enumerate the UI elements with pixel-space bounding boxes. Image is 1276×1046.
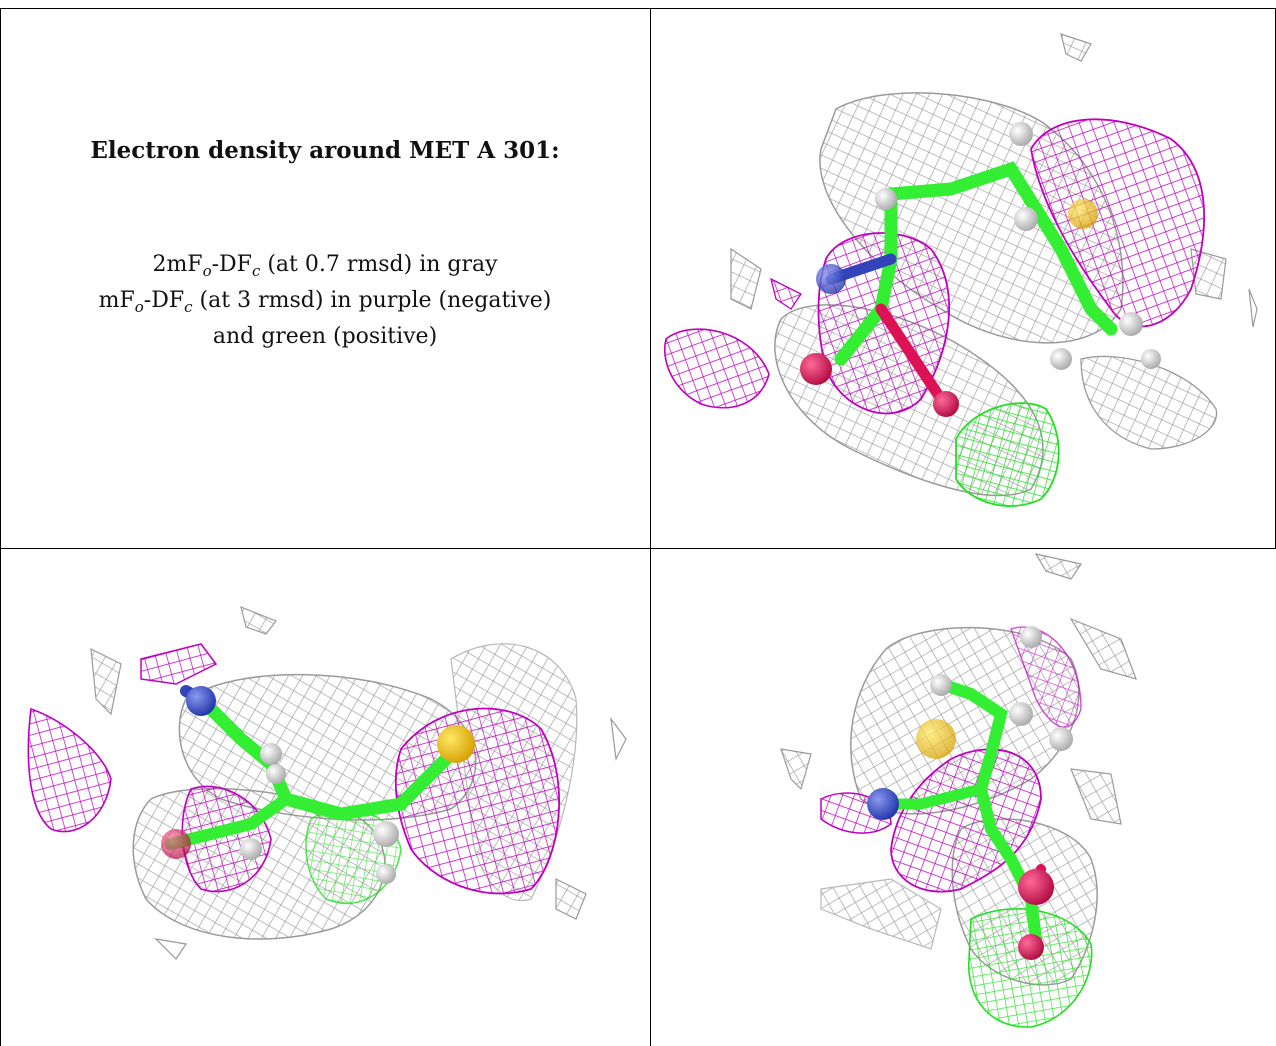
hydrogen-atom bbox=[1119, 312, 1143, 336]
oxygen-atom bbox=[800, 353, 832, 385]
hydrogen-atom bbox=[266, 764, 286, 784]
caption-text: mF bbox=[98, 288, 135, 313]
purple-negative-mesh bbox=[27, 643, 561, 895]
caption-title: Electron density around MET A 301: bbox=[90, 137, 560, 164]
hydrogen-atom bbox=[260, 743, 282, 765]
oxygen-atom bbox=[161, 829, 191, 859]
oxygen-atom bbox=[1018, 934, 1044, 960]
sulfur-atom bbox=[437, 725, 475, 763]
methionine-stick-model bbox=[800, 122, 1161, 417]
caption-line-gray-map: 2mFo-DFc (at 0.7 rmsd) in gray bbox=[0, 247, 650, 289]
nitrogen-atom bbox=[816, 264, 846, 294]
caption-text: -DF bbox=[143, 288, 185, 313]
table-divider-horizontal bbox=[0, 548, 1276, 549]
hydrogen-atom bbox=[373, 821, 399, 847]
hydrogen-atom bbox=[1009, 122, 1033, 146]
table-border-left bbox=[0, 8, 1, 1046]
sulfur-atom bbox=[1068, 199, 1098, 229]
green-positive-mesh bbox=[955, 402, 1060, 507]
density-render bbox=[664, 33, 1258, 507]
subscript: c bbox=[184, 298, 193, 316]
hydrogen-atom bbox=[875, 188, 897, 210]
caption-text: (at 0.7 rmsd) in gray bbox=[260, 252, 498, 277]
caption-text: 2mF bbox=[152, 252, 203, 277]
hydrogen-atom bbox=[1141, 349, 1161, 369]
table-divider-vertical bbox=[650, 8, 651, 1046]
density-render bbox=[27, 606, 627, 960]
hydrogen-atom bbox=[1050, 348, 1072, 370]
hydrogen-atom bbox=[1020, 626, 1042, 648]
density-render bbox=[780, 553, 1137, 1028]
hydrogen-atom bbox=[930, 674, 952, 696]
methionine-stick-model bbox=[867, 626, 1073, 960]
subscript: o bbox=[202, 262, 212, 280]
caption-text: -DF bbox=[211, 252, 252, 277]
oxygen-atom bbox=[933, 391, 959, 417]
oxygen-atom bbox=[1018, 869, 1054, 905]
hydrogen-atom bbox=[1049, 727, 1073, 751]
subscript: o bbox=[134, 298, 144, 316]
nitrogen-atom bbox=[867, 788, 899, 820]
hydrogen-atom bbox=[1014, 207, 1038, 231]
density-view-top-right bbox=[651, 9, 1275, 548]
caption-line-difference-map: mFo-DFc (at 3 rmsd) in purple (negative) bbox=[0, 283, 650, 325]
nitrogen-atom bbox=[186, 686, 216, 716]
hydrogen-atom bbox=[240, 838, 262, 860]
caption-line-green: and green (positive) bbox=[212, 324, 438, 349]
caption-text: (at 3 rmsd) in purple (negative) bbox=[192, 288, 552, 313]
table-border-top bbox=[0, 8, 1276, 9]
density-view-bottom-right bbox=[651, 549, 1275, 1046]
caption-cell: Electron density around MET A 301: 2mFo-… bbox=[0, 9, 650, 548]
sulfur-atom bbox=[916, 719, 956, 759]
density-view-bottom-left bbox=[1, 549, 650, 1046]
hydrogen-atom bbox=[376, 864, 396, 884]
hydrogen-atom bbox=[1009, 702, 1033, 726]
subscript: c bbox=[251, 262, 261, 280]
purple-negative-mesh bbox=[664, 118, 1206, 415]
methionine-stick-model bbox=[161, 685, 475, 884]
